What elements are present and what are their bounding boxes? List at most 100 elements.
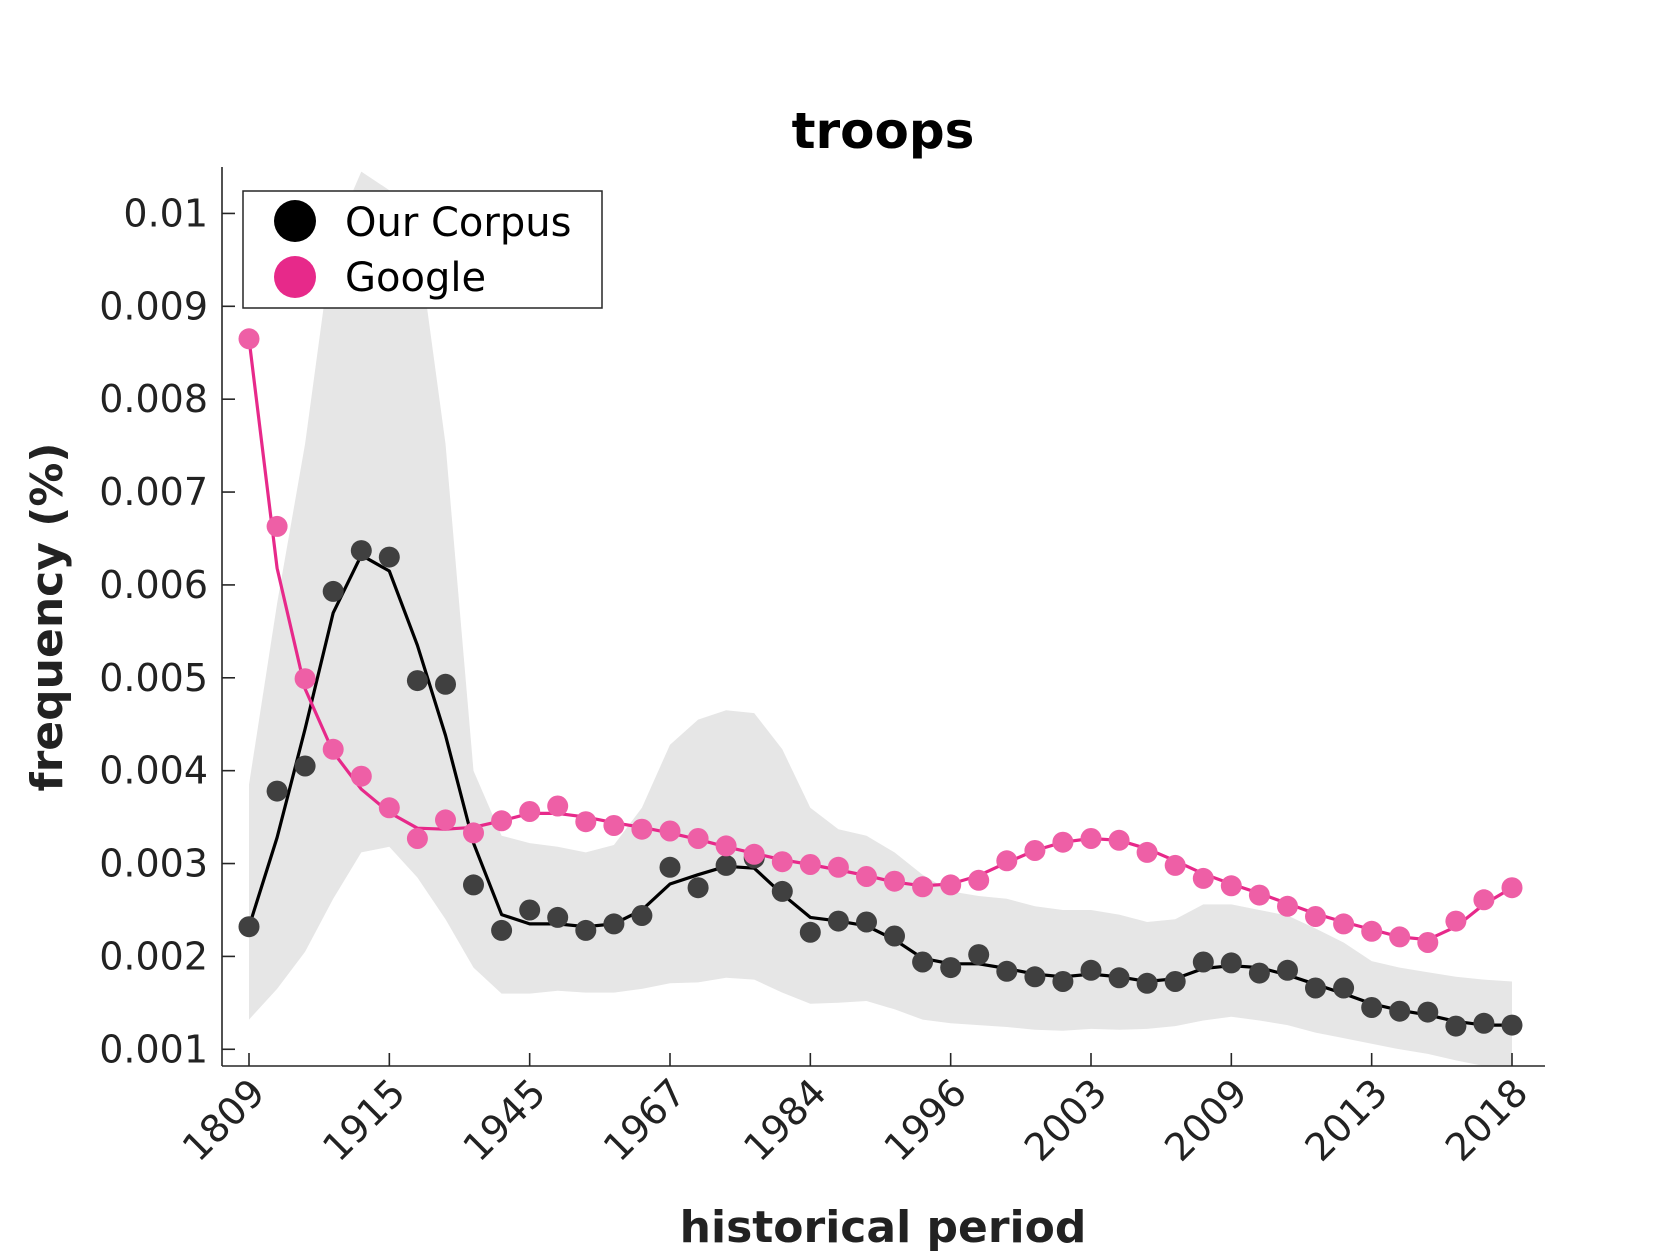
- data-point-google: [603, 815, 625, 836]
- legend-marker-our-corpus: [274, 200, 316, 242]
- data-point-google: [1305, 906, 1326, 927]
- data-point-our-corpus: [603, 913, 625, 935]
- data-point-google: [1501, 877, 1523, 899]
- data-point-google: [238, 328, 260, 350]
- data-point-our-corpus: [575, 919, 597, 941]
- data-point-our-corpus: [1052, 971, 1074, 992]
- data-point-our-corpus: [799, 921, 821, 943]
- data-point-our-corpus: [1108, 967, 1130, 989]
- data-point-google: [1108, 829, 1130, 851]
- data-point-our-corpus: [1361, 997, 1383, 1018]
- data-point-google: [463, 822, 484, 844]
- data-point-our-corpus: [1501, 1014, 1523, 1036]
- data-point-our-corpus: [1277, 959, 1298, 981]
- y-tick-label: 0.004: [99, 749, 208, 793]
- data-point-our-corpus: [406, 670, 428, 692]
- data-point-google: [1052, 831, 1074, 853]
- data-point-google: [1164, 854, 1186, 876]
- data-point-google: [350, 765, 372, 787]
- data-point-google: [491, 810, 513, 832]
- data-point-google: [1361, 920, 1383, 942]
- data-point-google: [743, 843, 765, 865]
- data-point-our-corpus: [1333, 977, 1355, 999]
- data-point-our-corpus: [1220, 952, 1242, 974]
- data-point-our-corpus: [1192, 951, 1214, 973]
- y-tick-label: 0.01: [123, 191, 208, 235]
- data-point-google: [715, 835, 737, 857]
- data-point-google: [771, 851, 793, 873]
- data-point-google: [575, 811, 597, 833]
- series-line-google: [247, 338, 1513, 942]
- data-point-our-corpus: [435, 673, 456, 695]
- data-point-our-corpus: [294, 755, 316, 777]
- data-point-our-corpus: [266, 780, 288, 802]
- y-tick-label: 0.006: [99, 563, 208, 607]
- data-point-our-corpus: [1248, 962, 1270, 984]
- data-point-google: [827, 856, 849, 878]
- data-point-our-corpus: [238, 916, 260, 938]
- legend-marker-google: [274, 256, 316, 298]
- data-point-google: [435, 809, 456, 831]
- data-point-our-corpus: [491, 919, 513, 941]
- data-point-our-corpus: [1473, 1012, 1495, 1034]
- data-point-our-corpus: [856, 911, 877, 933]
- series-google: [238, 328, 1523, 953]
- data-point-google: [1024, 840, 1046, 861]
- y-tick-label: 0.008: [99, 377, 208, 421]
- data-point-our-corpus: [1164, 971, 1186, 992]
- legend: Our Corpus Google: [242, 190, 603, 309]
- y-tick-label: 0.005: [99, 656, 208, 700]
- data-point-our-corpus: [968, 944, 990, 966]
- y-tick-label: 0.002: [99, 934, 208, 978]
- data-point-our-corpus: [350, 540, 372, 562]
- data-point-our-corpus: [322, 580, 344, 602]
- data-point-google: [1080, 828, 1102, 849]
- data-point-our-corpus: [659, 856, 681, 878]
- data-point-our-corpus: [884, 925, 905, 947]
- data-point-google: [1333, 913, 1355, 935]
- data-point-our-corpus: [1417, 1001, 1439, 1023]
- data-point-google: [659, 820, 681, 842]
- x-axis-label: historical period: [680, 1202, 1087, 1253]
- data-point-our-corpus: [1305, 977, 1326, 999]
- data-point-google: [519, 801, 541, 822]
- legend-label-google: Google: [345, 255, 486, 301]
- data-point-google: [1473, 889, 1495, 911]
- data-point-google: [996, 850, 1018, 872]
- axes: [221, 167, 1545, 1067]
- data-point-our-corpus: [912, 951, 934, 973]
- y-tick-label: 0.003: [99, 842, 208, 886]
- data-point-google: [322, 738, 344, 760]
- y-axis-label: frequency (%): [22, 442, 73, 791]
- series-our-corpus: [238, 540, 1523, 1037]
- data-point-our-corpus: [547, 906, 569, 928]
- data-point-google: [266, 515, 288, 537]
- data-point-our-corpus: [1445, 1015, 1467, 1037]
- data-point-our-corpus: [631, 905, 653, 926]
- series-layer: [238, 328, 1523, 1037]
- data-point-our-corpus: [1080, 959, 1102, 981]
- data-point-google: [1220, 875, 1242, 897]
- data-point-our-corpus: [1024, 966, 1046, 988]
- data-point-google: [1417, 932, 1439, 953]
- data-point-our-corpus: [519, 899, 541, 921]
- data-point-google: [1445, 910, 1467, 932]
- data-point-our-corpus: [378, 546, 400, 568]
- data-point-our-corpus: [1389, 1000, 1411, 1022]
- data-point-our-corpus: [771, 880, 793, 902]
- data-point-google: [406, 828, 428, 849]
- data-point-google: [1248, 884, 1270, 906]
- data-point-our-corpus: [940, 957, 962, 979]
- data-point-google: [547, 795, 569, 817]
- data-point-google: [940, 874, 962, 896]
- data-point-our-corpus: [827, 910, 849, 932]
- data-point-google: [1136, 841, 1158, 863]
- data-point-google: [912, 876, 934, 898]
- data-point-our-corpus: [1136, 972, 1158, 994]
- y-tick-label: 0.009: [99, 284, 208, 328]
- y-ticks: 0.001 0.002 0.003 0.004 0.005 0.006 0.007 0.008…: [99, 191, 235, 1071]
- data-point-google: [1192, 867, 1214, 889]
- data-point-google: [1389, 926, 1411, 948]
- data-point-google: [799, 854, 821, 875]
